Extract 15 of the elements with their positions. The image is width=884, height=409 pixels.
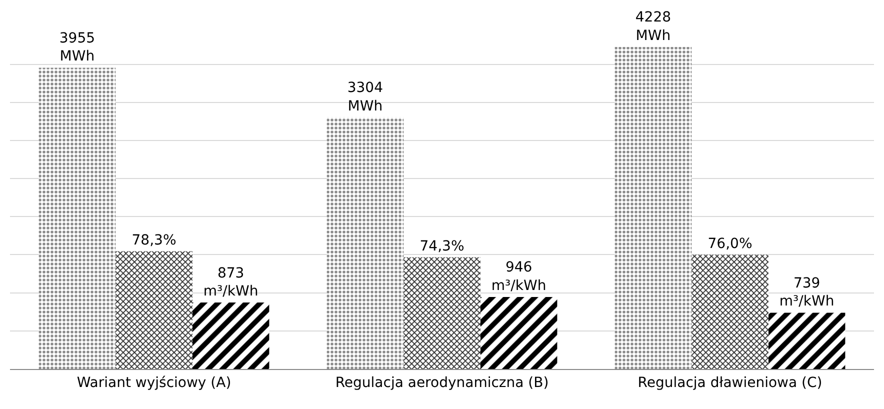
x-tick-label: Wariant wyjściowy (A)	[76, 374, 232, 391]
bar	[326, 117, 404, 369]
data-label: 873 m³/kWh	[203, 265, 258, 300]
data-label: 78,3%	[132, 232, 176, 248]
x-tick-label: Regulacja dławieniowa (C)	[638, 374, 822, 391]
bar	[38, 68, 116, 369]
data-label: 739 m³/kWh	[779, 276, 834, 310]
data-label: 74,3%	[420, 238, 464, 254]
data-label: 3304 MWh	[347, 80, 384, 114]
x-tick-label: Regulacja aerodynamiczna (B)	[335, 374, 549, 391]
data-label: 76,0%	[708, 236, 752, 252]
data-label: 4228 MWh	[635, 10, 672, 44]
data-label: 3955 MWh	[59, 30, 96, 65]
data-label: 946 m³/kWh	[491, 260, 546, 294]
bar	[614, 46, 692, 369]
